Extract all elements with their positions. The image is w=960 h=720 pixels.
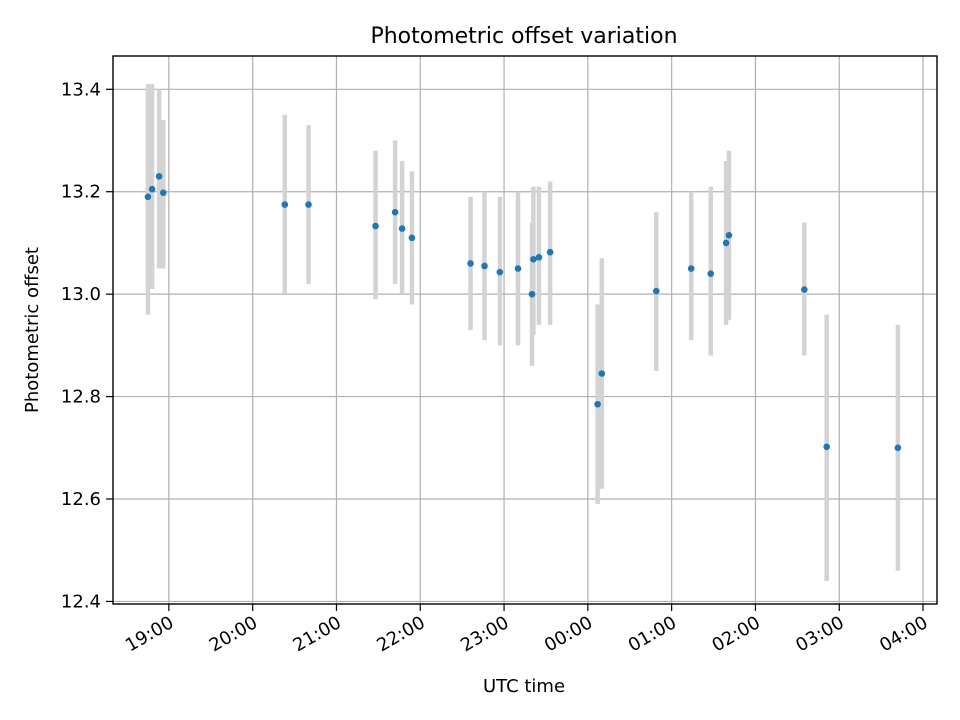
data-point [281,201,289,208]
y-tick-label: 13.0 [61,284,101,305]
chart-title: Photometric offset variation [370,24,677,49]
y-tick-label: 13.2 [61,182,101,203]
y-tick-label: 12.6 [61,489,101,510]
data-points [144,173,902,452]
data-point [159,189,167,197]
y-tick-label: 13.4 [61,79,101,100]
y-axis-label: Photometric offset [22,247,43,413]
data-point [801,286,808,293]
data-point [594,400,601,408]
data-point [467,260,474,267]
data-point [894,444,902,452]
data-point [725,231,733,239]
y-tick-label: 12.4 [61,591,101,612]
grid [113,56,937,604]
data-point [496,268,504,276]
data-point [546,248,554,256]
x-axis-label: UTC time [483,676,565,697]
data-point [481,262,488,270]
data-point [372,222,379,230]
y-axis: 12.4 12.6 12.8 13.0 13.2 13.4 [61,79,113,612]
data-point [398,225,406,232]
data-point [823,443,830,451]
data-point [598,370,606,377]
data-point [528,290,536,298]
data-point [535,253,543,261]
data-point [305,201,312,208]
data-point [408,234,416,242]
plot-frame [112,55,938,605]
data-point [148,185,156,193]
data-point [391,208,399,216]
data-point [144,193,152,201]
data-point [652,287,660,295]
data-point [687,265,695,272]
data-point [155,173,163,180]
y-tick-label: 12.8 [61,387,101,408]
data-point [722,239,730,247]
data-point [530,256,537,263]
data-point [707,270,715,277]
data-point [514,265,522,272]
